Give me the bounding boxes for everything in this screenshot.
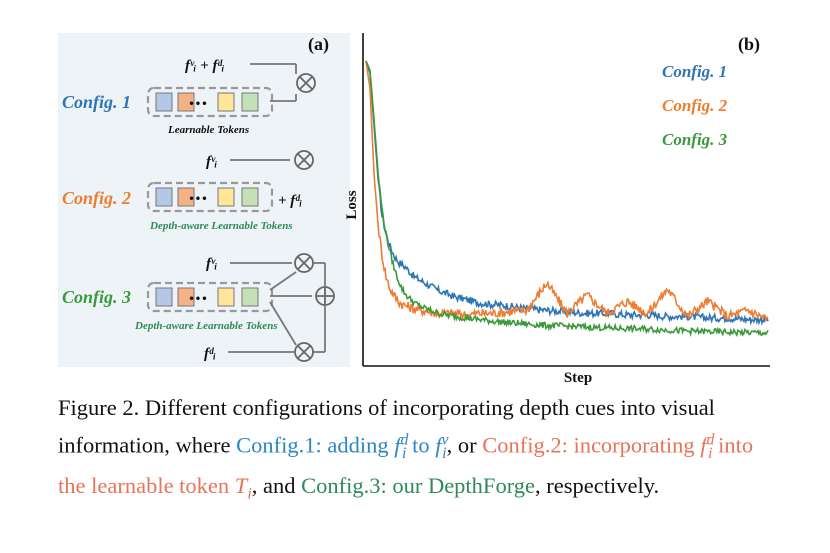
caption-sep-2: , and <box>251 473 302 498</box>
learnable-token <box>217 287 235 307</box>
figure-caption: Figure 2. Different configurations of in… <box>58 392 773 511</box>
learnable-token <box>241 187 259 207</box>
config-1-token-group: ••• <box>146 86 274 118</box>
learnable-token <box>241 92 259 112</box>
caption-math-fv: fvi <box>435 431 449 462</box>
series-line-config-2 <box>365 60 769 323</box>
config-1-top-input: fᵛᵢ + fᵈᵢ <box>185 58 225 74</box>
config-3-arrow-token-down <box>269 301 297 346</box>
caption-config-2-text: Config.2: incorporating <box>482 432 701 458</box>
series-layer <box>365 60 769 338</box>
token-container <box>146 281 274 313</box>
legend-item-config-1: Config. 1 <box>662 62 727 81</box>
config-2-label: Config. 2 <box>62 188 131 208</box>
config-3-arrow-token-up <box>269 271 297 291</box>
learnable-token <box>177 187 195 207</box>
caption-math-fd: fdi <box>394 431 409 462</box>
config-3-diagram: Config. 3 fᵛᵢ ••• Depth-aware Learnable … <box>62 253 335 362</box>
multiply-operator-icon <box>296 73 316 93</box>
learnable-token <box>241 287 259 307</box>
caption-suffix: , respectively. <box>535 473 660 498</box>
learnable-token <box>155 92 173 112</box>
learnable-token <box>155 287 173 307</box>
token-ellipsis: ••• <box>188 99 207 110</box>
learnable-token <box>217 187 235 207</box>
config-3-tokens-label: Depth-aware Learnable Tokens <box>134 320 278 332</box>
config-2-token-group: ••• <box>146 181 274 213</box>
token-ellipsis: ••• <box>188 194 207 205</box>
config-3-bottom-input: fᵈᵢ <box>204 346 216 362</box>
caption-config-1-text: Config.1: adding <box>236 432 395 458</box>
config-2-diagram: Config. 2 fᵛᵢ ••• + fᵈᵢ Depth-aware Lear… <box>62 150 314 232</box>
caption-config-3: Config.3: our DepthForge <box>301 473 536 498</box>
config-3-top-input: fᵛᵢ <box>206 256 217 272</box>
legend-item-config-2: Config. 2 <box>662 96 728 115</box>
figure-2: (a) Config. 1 fᵛᵢ + fᵈᵢ ••• Learnable To… <box>58 33 770 386</box>
caption-config-2: Config.2: incorporating fdi into the lea… <box>58 431 754 503</box>
config-1-label: Config. 1 <box>62 92 131 112</box>
panel-b-label: (b) <box>738 34 760 55</box>
caption-config-1: Config.1: adding fdi to fvi <box>236 431 449 462</box>
config-1-tokens-label: Learnable Tokens <box>167 124 249 136</box>
caption-prefix: Figure 2. Different configurations of in… <box>58 395 715 458</box>
multiply-operator-icon <box>294 150 314 170</box>
learnable-token <box>217 92 235 112</box>
multiply-operator-icon <box>294 253 314 273</box>
config-2-top-input: fᵛᵢ <box>206 154 217 170</box>
token-container <box>146 181 274 213</box>
config-3-label: Config. 3 <box>62 287 131 307</box>
multiply-operator-icon <box>294 342 314 362</box>
token-container <box>146 86 274 118</box>
caption-math-fd-2: fdi <box>700 431 715 462</box>
learnable-token <box>177 287 195 307</box>
config-2-side-input: + fᵈᵢ <box>278 193 302 209</box>
learnable-token <box>177 92 195 112</box>
caption-config-2-mid: into the learnable token <box>58 432 754 499</box>
learnable-token <box>155 187 173 207</box>
x-axis-label: Step <box>564 370 592 386</box>
add-operator-icon <box>315 286 335 306</box>
series-line-config-3 <box>365 60 769 338</box>
caption-sep-1: , or <box>446 432 483 458</box>
legend: Config. 1 Config. 2 Config. 3 <box>662 62 728 149</box>
panel-a-label: (a) <box>308 34 329 55</box>
y-axis-label: Loss <box>344 190 360 219</box>
config-2-tokens-label: Depth-aware Learnable Tokens <box>149 220 293 232</box>
config-3-token-group: ••• <box>146 281 274 313</box>
caption-math-token: Ti <box>234 473 252 503</box>
legend-item-config-3: Config. 3 <box>662 130 728 149</box>
config-1-diagram: Config. 1 fᵛᵢ + fᵈᵢ ••• Learnable Tokens <box>62 58 316 136</box>
token-ellipsis: ••• <box>188 294 207 305</box>
caption-config-1-to: to <box>406 432 436 458</box>
